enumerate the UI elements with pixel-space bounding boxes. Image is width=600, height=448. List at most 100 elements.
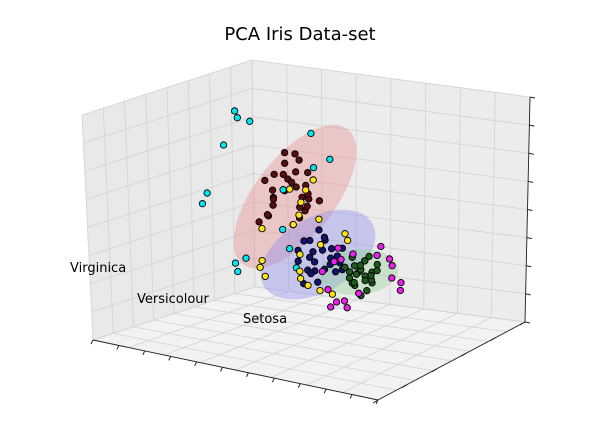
data-point-series-4: [344, 236, 352, 245]
data-point-series-0: [304, 168, 312, 177]
data-point-series-5: [388, 262, 396, 270]
data-point-series-5: [396, 286, 405, 295]
data-point-series-3: [198, 200, 207, 208]
data-point-series-3: [246, 117, 254, 125]
data-point-series-2: [350, 278, 358, 287]
data-point-series-4: [286, 185, 294, 193]
data-point-series-2: [352, 270, 361, 278]
data-point-series-5: [318, 267, 327, 276]
annotation-virginica: Virginica: [70, 261, 126, 276]
data-point-series-0: [280, 148, 289, 157]
x-tick: [194, 361, 198, 367]
data-point-series-3: [231, 259, 240, 267]
data-point-series-5: [385, 255, 394, 263]
grid-line: [490, 92, 496, 318]
data-point-series-1: [307, 270, 315, 278]
grid-line: [253, 144, 529, 182]
y-tick: [460, 352, 467, 357]
data-point-series-5: [349, 250, 357, 258]
data-point-series-2: [361, 276, 369, 285]
x-tick: [90, 339, 94, 345]
data-point-series-5: [377, 242, 385, 251]
x-tick: [220, 367, 223, 372]
data-point-series-4: [296, 250, 304, 259]
data-point-series-0: [303, 202, 311, 210]
data-point-series-1: [314, 278, 322, 286]
grid-line: [209, 73, 215, 301]
floor-pane: [93, 287, 525, 400]
data-point-series-5: [324, 285, 332, 294]
data-point-series-5: [343, 304, 351, 312]
data-point-series-4: [289, 220, 297, 229]
x-tick: [349, 394, 353, 399]
z-tick: [526, 265, 532, 268]
data-point-series-4: [315, 215, 323, 223]
grid-line: [254, 286, 526, 323]
data-point-series-4: [261, 272, 269, 281]
data-point-series-0: [255, 218, 263, 226]
data-point-series-3: [219, 141, 228, 149]
data-point-series-1: [300, 237, 308, 245]
data-point-series-0: [292, 168, 300, 176]
grid-line: [234, 293, 507, 333]
data-point-series-3: [309, 163, 318, 172]
data-point-series-5: [337, 255, 345, 264]
data-point-series-3: [203, 189, 211, 197]
data-point-series-1: [309, 248, 317, 256]
data-point-series-5: [334, 244, 342, 252]
data-point-series-3: [326, 155, 334, 164]
data-point-series-1: [320, 233, 329, 241]
y-tick: [490, 337, 496, 342]
data-point-series-2: [356, 261, 365, 269]
data-point-series-3: [242, 254, 250, 262]
data-point-series-5: [332, 298, 341, 306]
data-point-series-2: [373, 260, 381, 269]
data-point-series-1: [310, 258, 319, 266]
data-point-series-5: [373, 251, 381, 260]
grid-line: [253, 173, 528, 210]
z-tick: [528, 180, 534, 183]
data-point-series-2: [361, 257, 369, 265]
data-point-series-0: [279, 170, 287, 179]
data-point-series-4: [328, 290, 337, 298]
grid-line: [81, 59, 253, 116]
grid-line: [270, 308, 424, 378]
x-tick: [142, 350, 146, 356]
grid-line: [423, 83, 427, 309]
grid-line: [251, 59, 256, 288]
data-point-series-4: [297, 198, 305, 206]
data-point-series-4: [309, 176, 317, 184]
y-tick: [402, 383, 408, 388]
data-point-series-1: [306, 253, 314, 262]
annotation-versicolour: Versicolour: [137, 292, 210, 307]
data-point-series-5: [327, 303, 335, 311]
z-tick: [527, 209, 533, 211]
z-tick: [529, 96, 536, 99]
data-point-series-0: [268, 186, 277, 194]
chart-title: PCA Iris Data-set: [224, 24, 375, 45]
z-tick: [526, 237, 532, 240]
z-tick: [529, 124, 535, 127]
data-point-series-0: [295, 156, 303, 164]
data-point-series-3: [279, 186, 287, 194]
data-points: [198, 107, 405, 312]
grid-line: [252, 87, 530, 126]
data-point-series-0: [288, 178, 296, 187]
grid-line: [457, 87, 461, 314]
data-point-series-4: [316, 240, 325, 249]
grid-line: [214, 299, 489, 342]
data-point-series-4: [302, 186, 310, 194]
data-point-series-0: [269, 195, 278, 203]
data-point-series-1: [327, 245, 336, 253]
grid-line: [84, 116, 253, 172]
data-point-series-2: [373, 266, 381, 275]
x-tick: [297, 383, 301, 388]
data-point-series-0: [261, 176, 269, 185]
data-point-series-0: [263, 211, 272, 219]
z-tick: [524, 321, 531, 324]
red-ellipse: [233, 124, 357, 269]
data-point-series-4: [296, 274, 305, 283]
grid-line: [306, 312, 458, 386]
grid-line: [342, 317, 492, 393]
